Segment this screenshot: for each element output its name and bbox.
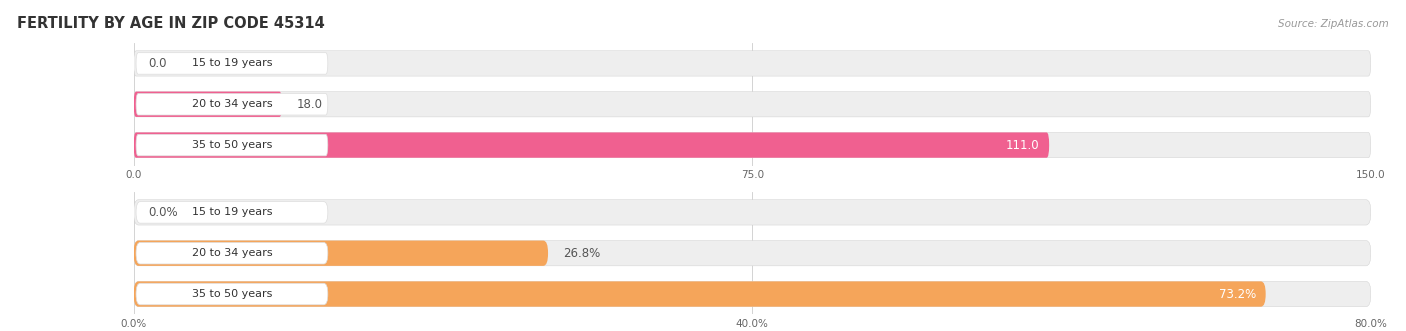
FancyBboxPatch shape: [136, 53, 328, 74]
Text: Source: ZipAtlas.com: Source: ZipAtlas.com: [1278, 19, 1389, 29]
Text: FERTILITY BY AGE IN ZIP CODE 45314: FERTILITY BY AGE IN ZIP CODE 45314: [17, 16, 325, 31]
FancyBboxPatch shape: [136, 283, 328, 305]
FancyBboxPatch shape: [136, 94, 328, 115]
Text: 0.0: 0.0: [149, 57, 167, 70]
FancyBboxPatch shape: [134, 132, 1049, 158]
FancyBboxPatch shape: [134, 281, 1371, 307]
Text: 35 to 50 years: 35 to 50 years: [191, 140, 273, 150]
FancyBboxPatch shape: [136, 134, 328, 156]
Text: 20 to 34 years: 20 to 34 years: [191, 99, 273, 109]
FancyBboxPatch shape: [136, 202, 328, 223]
FancyBboxPatch shape: [134, 92, 1371, 117]
FancyBboxPatch shape: [134, 51, 1371, 76]
FancyBboxPatch shape: [136, 243, 328, 264]
Text: 73.2%: 73.2%: [1219, 288, 1256, 301]
Text: 15 to 19 years: 15 to 19 years: [191, 208, 273, 217]
FancyBboxPatch shape: [134, 241, 548, 266]
Text: 0.0%: 0.0%: [149, 206, 179, 219]
FancyBboxPatch shape: [134, 132, 1371, 158]
Text: 20 to 34 years: 20 to 34 years: [191, 248, 273, 258]
FancyBboxPatch shape: [134, 200, 1371, 225]
Text: 35 to 50 years: 35 to 50 years: [191, 289, 273, 299]
Text: 18.0: 18.0: [297, 98, 323, 111]
FancyBboxPatch shape: [134, 281, 1265, 307]
FancyBboxPatch shape: [134, 92, 283, 117]
Text: 26.8%: 26.8%: [562, 247, 600, 260]
FancyBboxPatch shape: [134, 241, 1371, 266]
Text: 111.0: 111.0: [1005, 139, 1039, 152]
Text: 15 to 19 years: 15 to 19 years: [191, 59, 273, 69]
